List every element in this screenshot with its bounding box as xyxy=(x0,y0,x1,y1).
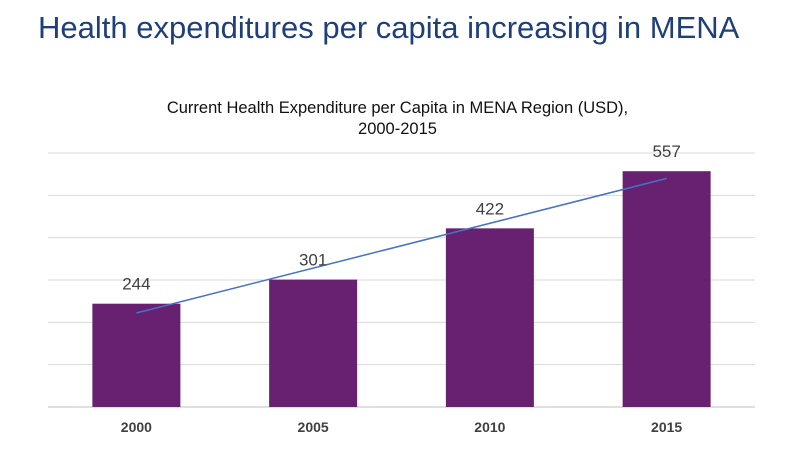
data-labels: 244 301 422 557 xyxy=(122,142,681,294)
data-label-2005: 301 xyxy=(299,251,327,270)
bar-2015 xyxy=(622,171,711,407)
bar-2010 xyxy=(445,228,534,407)
x-axis-tick-labels: 2000 2005 2010 2015 xyxy=(121,419,683,435)
x-tick-label-2000: 2000 xyxy=(121,419,152,435)
data-label-2015: 557 xyxy=(652,142,680,161)
chart-title: Current Health Expenditure per Capita in… xyxy=(0,98,795,140)
slide-title: Health expenditures per capita increasin… xyxy=(38,10,740,45)
trendline xyxy=(136,177,667,314)
chart-title-line-1: Current Health Expenditure per Capita in… xyxy=(166,99,629,117)
bars xyxy=(92,171,711,407)
bar-2000 xyxy=(92,303,181,407)
bar-2005 xyxy=(269,279,358,407)
x-tick-label-2015: 2015 xyxy=(651,419,682,435)
data-label-2000: 244 xyxy=(122,275,150,294)
x-tick-label-2010: 2010 xyxy=(474,419,505,435)
x-tick-label-2005: 2005 xyxy=(298,419,329,435)
chart-title-line-2: 2000-2015 xyxy=(358,120,437,138)
trendline-layer xyxy=(136,177,667,314)
data-label-2010: 422 xyxy=(476,199,504,218)
